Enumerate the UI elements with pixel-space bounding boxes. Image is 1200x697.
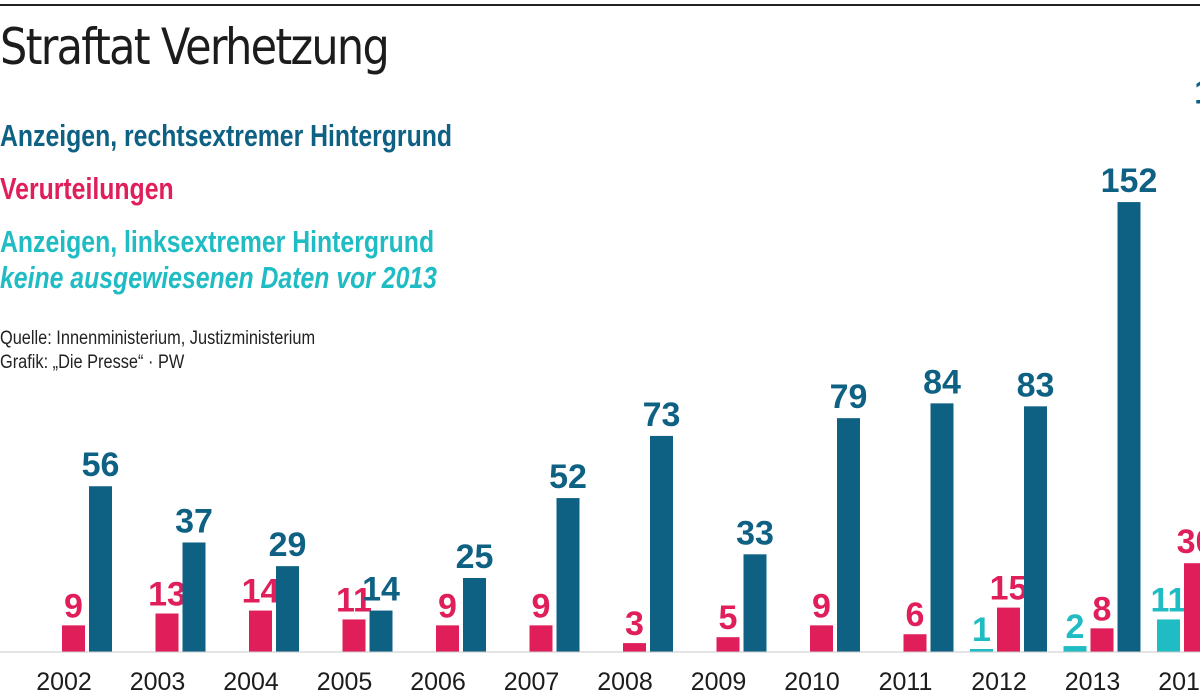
data-label-left-reports-2014: 11	[1151, 581, 1187, 619]
source-line: Quelle: Innenministerium, Justizminister…	[0, 328, 316, 349]
chart-title: Straftat Verhetzung	[0, 18, 390, 76]
x-tick-label-2010: 2010	[784, 668, 840, 696]
data-label-right-reports-2007: 52	[549, 458, 587, 496]
data-label-right-reports-2014: 182	[1194, 73, 1200, 111]
bar-convictions-2007	[529, 625, 553, 652]
data-label-right-reports-2012: 83	[1017, 366, 1055, 404]
bar-convictions-2014	[1184, 563, 1200, 652]
bar-convictions-2013	[1090, 628, 1114, 652]
data-label-right-reports-2009: 33	[736, 514, 774, 552]
bar-convictions-2009	[716, 637, 740, 652]
bar-right-reports-2006	[463, 578, 486, 652]
bar-right-reports-2007	[556, 498, 580, 652]
bar-convictions-2010	[810, 625, 833, 652]
bar-convictions-2012	[997, 607, 1020, 652]
x-tick-label-2006: 2006	[410, 668, 466, 696]
top-rule	[0, 4, 1200, 6]
data-label-right-reports-2002: 56	[82, 446, 120, 484]
x-tick-label-2014: 2014	[1158, 668, 1200, 696]
x-tick-label-2012: 2012	[971, 668, 1027, 696]
bar-right-reports-2013	[1117, 202, 1141, 652]
bar-right-reports-2012	[1024, 406, 1047, 652]
x-tick-label-2005: 2005	[317, 668, 373, 696]
bar-right-reports-2002	[89, 486, 112, 652]
x-tick-label-2007: 2007	[504, 668, 560, 696]
data-label-convictions-2014: 30	[1177, 523, 1200, 561]
data-label-convictions-2012: 15	[990, 570, 1028, 608]
x-tick-label-2011: 2011	[879, 668, 933, 696]
data-label-convictions-2003: 13	[148, 576, 186, 614]
bar-convictions-2003	[155, 613, 179, 652]
x-tick-label-2013: 2013	[1065, 668, 1121, 696]
legend-convictions: Verurteilungen	[0, 171, 174, 206]
x-tick-label-2004: 2004	[223, 668, 279, 696]
data-label-right-reports-2004: 29	[269, 526, 307, 564]
bar-right-reports-2010	[837, 418, 860, 652]
data-label-right-reports-2006: 25	[456, 538, 494, 576]
bar-convictions-2002	[62, 625, 85, 652]
x-tick-label-2002: 2002	[36, 668, 92, 696]
bar-convictions-2005	[342, 619, 366, 652]
credit-line: Grafik: „Die Presse“ · PW	[0, 352, 185, 373]
bar-convictions-2006	[436, 625, 459, 652]
bar-right-reports-2011	[930, 403, 954, 652]
data-label-right-reports-2011: 84	[923, 363, 961, 401]
legend-left-note: keine ausgewiesenen Daten vor 2013	[0, 260, 437, 295]
data-label-convictions-2004: 14	[242, 573, 280, 611]
data-label-convictions-2009: 5	[719, 599, 738, 637]
data-label-convictions-2007: 9	[532, 587, 551, 625]
bar-convictions-2004	[249, 610, 272, 652]
bar-right-reports-2003	[182, 542, 206, 652]
data-label-convictions-2006: 9	[438, 587, 457, 625]
data-label-convictions-2013: 8	[1093, 590, 1112, 628]
data-label-convictions-2010: 9	[812, 587, 831, 625]
bar-left-reports-2013	[1063, 646, 1087, 652]
bar-left-reports-2012	[970, 649, 993, 652]
data-label-convictions-2002: 9	[64, 587, 83, 625]
legend-right-extremist-reports: Anzeigen, rechtsextremer Hintergrund	[0, 118, 453, 153]
data-label-right-reports-2005: 14	[362, 571, 400, 609]
bar-right-reports-2009	[743, 554, 767, 652]
data-label-left-reports-2013: 2	[1066, 608, 1085, 646]
x-tick-label-2009: 2009	[691, 668, 747, 696]
data-label-right-reports-2003: 37	[175, 502, 213, 540]
data-label-right-reports-2013: 152	[1101, 162, 1158, 200]
x-tick-label-2008: 2008	[597, 668, 653, 696]
data-label-convictions-2005: 11	[336, 581, 372, 619]
bar-right-reports-2004	[276, 566, 299, 652]
data-label-convictions-2011: 6	[906, 596, 925, 634]
data-label-right-reports-2008: 73	[643, 396, 681, 434]
bar-convictions-2011	[903, 634, 927, 652]
data-label-left-reports-2012: 1	[972, 611, 991, 649]
bar-right-reports-2008	[650, 435, 673, 652]
bar-convictions-2008	[623, 643, 646, 652]
bar-left-reports-2014	[1157, 619, 1180, 652]
legend-left-extremist-reports: Anzeigen, linksextremer Hintergrund	[0, 224, 435, 259]
x-tick-label-2003: 2003	[130, 668, 186, 696]
data-label-right-reports-2010: 79	[830, 378, 868, 416]
bar-right-reports-2005	[369, 610, 393, 652]
data-label-convictions-2008: 3	[625, 605, 644, 643]
